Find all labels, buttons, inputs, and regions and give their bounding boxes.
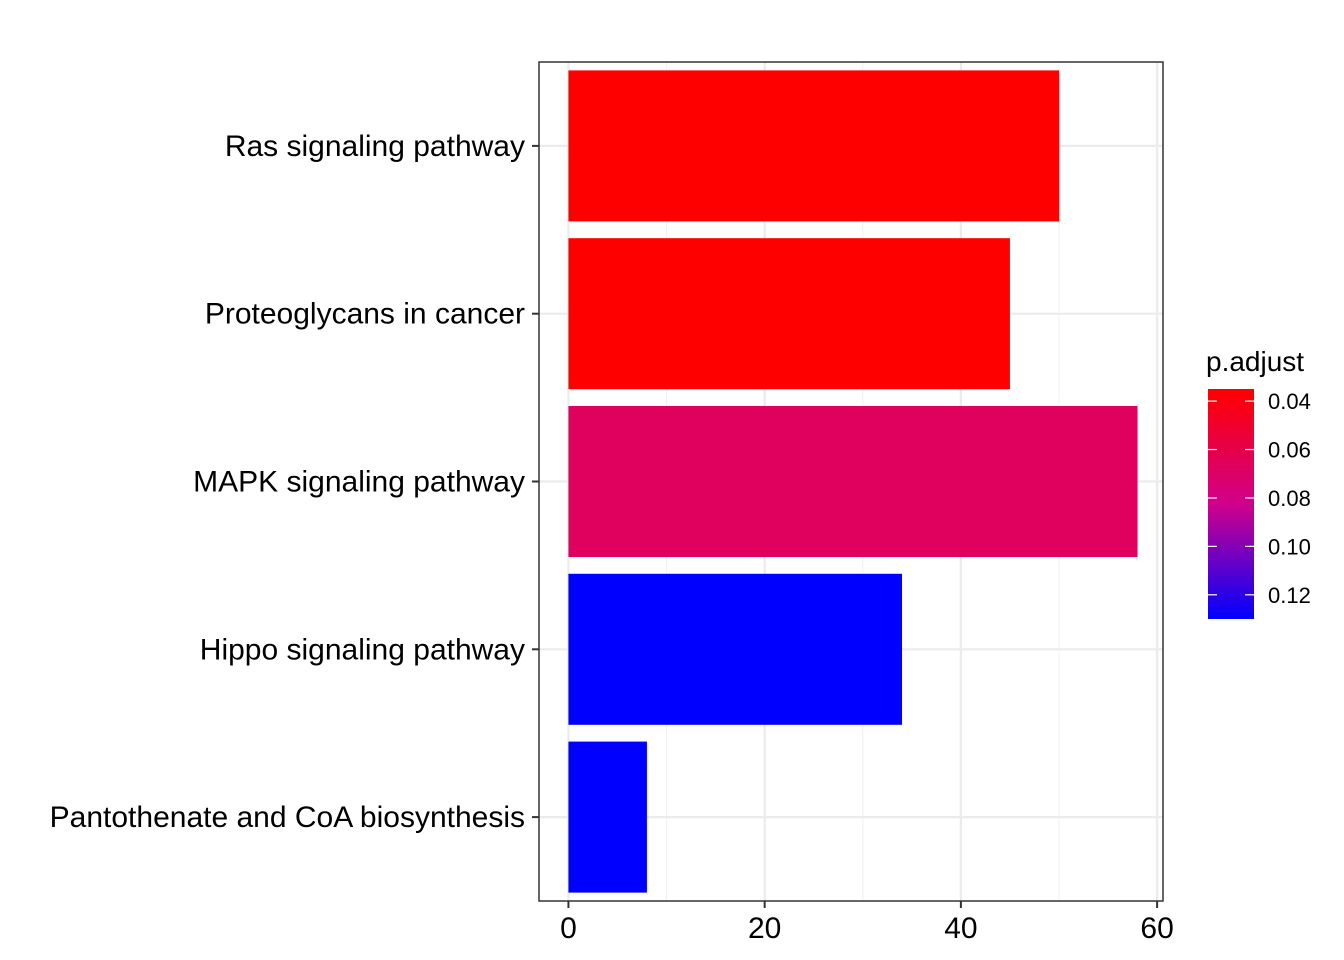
x-tick-label: 40 xyxy=(944,912,977,945)
legend-title: p.adjust xyxy=(1206,346,1304,377)
bar-4 xyxy=(568,741,647,893)
legend-tick-label: 0.08 xyxy=(1268,486,1311,511)
legend-colorbar xyxy=(1208,389,1254,619)
y-tick-label: Proteoglycans in cancer xyxy=(205,298,525,331)
x-tick-label: 60 xyxy=(1140,912,1173,945)
y-axis: Ras signaling pathway Proteoglycans in ca… xyxy=(50,130,539,834)
bar-2 xyxy=(568,405,1138,558)
x-tick-label: 20 xyxy=(748,912,781,945)
y-tick-label: Ras signaling pathway xyxy=(225,130,525,163)
legend-tick-label: 0.10 xyxy=(1268,534,1311,559)
bar-0 xyxy=(568,70,1059,222)
legend-tick-label: 0.12 xyxy=(1268,583,1311,608)
y-tick-label: MAPK signaling pathway xyxy=(193,466,525,499)
bar-1 xyxy=(568,238,1010,390)
legend-tick-label: 0.06 xyxy=(1268,438,1311,463)
x-axis: 0 20 40 60 xyxy=(560,901,1174,945)
legend-tick-label: 0.04 xyxy=(1268,389,1311,414)
bars xyxy=(568,70,1138,893)
y-tick-label: Hippo signaling pathway xyxy=(200,633,525,666)
x-tick-label: 0 xyxy=(560,912,577,945)
y-tick-label: Pantothenate and CoA biosynthesis xyxy=(50,801,525,834)
bar-3 xyxy=(568,573,903,725)
color-legend: p.adjust 0.04 0.06 0.08 0.10 0.12 xyxy=(1206,346,1311,619)
